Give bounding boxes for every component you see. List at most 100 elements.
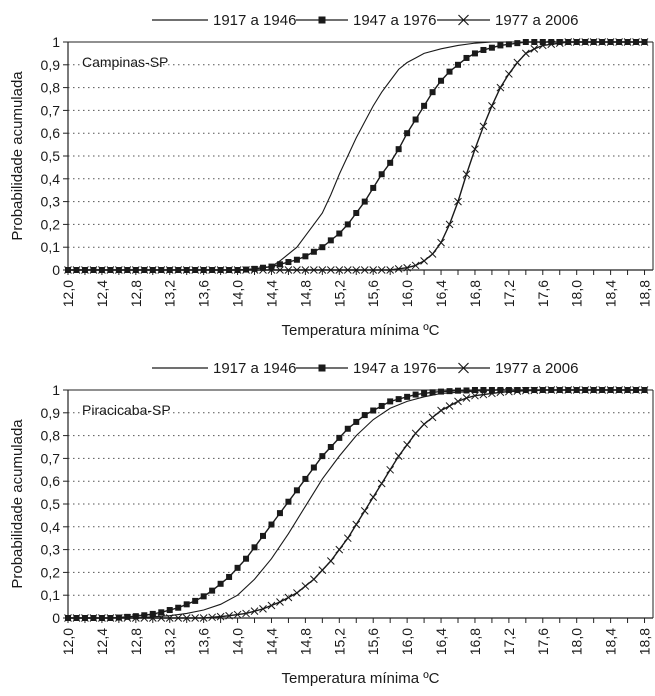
y-tick-label: 0,1 [41,239,61,255]
data-point-x [488,389,496,398]
x-tick-label: 14,8 [297,628,313,655]
data-point-square [412,391,419,398]
data-point-x [64,614,72,622]
data-point-x [301,582,310,590]
data-point-square [327,444,334,450]
x-tick-label: 13,6 [196,628,212,655]
data-point-square [124,613,131,620]
data-point-square [488,387,495,393]
data-point-x [513,58,522,67]
data-point-x [284,593,293,602]
data-point-square [268,263,275,270]
y-tick-label: 0 [52,262,60,278]
legend-square-marker [318,16,326,24]
x-tick-label: 15,2 [331,628,347,655]
y-tick-label: 0,4 [41,171,61,187]
data-point-x [420,420,428,429]
data-point-x [505,70,513,78]
data-point-square [395,146,402,153]
y-tick-label: 0,5 [41,148,61,164]
data-point-x [623,386,632,394]
data-point-x [572,386,581,394]
series-none-group [68,41,653,271]
data-point-square [361,412,368,419]
y-tick-label: 0,7 [41,450,61,466]
y-tick-label: 0,8 [41,428,61,444]
data-point-x [140,266,149,274]
data-point-x [547,40,556,49]
data-point-square [514,387,521,393]
data-point-square [149,610,156,617]
data-point-x [335,266,344,274]
x-tick-label: 15,2 [331,280,347,307]
data-point-x [208,613,216,622]
data-point-square [556,39,563,45]
data-point-square [268,521,275,528]
data-point-square [353,418,360,425]
data-point-square [463,54,470,61]
data-point-x [640,386,649,394]
data-point-x [564,386,573,394]
legend-square-marker [318,364,326,372]
x-tick-label: 16,4 [433,628,449,655]
data-point-square [522,39,529,45]
data-point-x [445,402,454,410]
data-point-x [471,145,479,154]
data-point-x [115,266,123,274]
y-axis-title: Probabilidade acumulada [9,71,26,241]
data-point-x [581,38,590,46]
data-point-x [259,266,267,274]
data-point-x [454,397,462,406]
data-point-square [480,387,487,393]
data-point-x [64,266,72,274]
x-tick-label: 12,4 [94,628,110,655]
data-point-x [326,266,335,274]
data-point-x [72,614,81,622]
data-point-x [310,266,318,274]
data-point-square [539,39,546,45]
data-point-x [454,197,462,206]
data-point-x [131,614,140,622]
data-point-x [191,266,200,274]
data-point-square [243,555,250,562]
data-point-x [115,614,123,622]
data-point-x [606,38,615,46]
data-point-square [158,609,165,616]
data-point-square [310,248,317,255]
data-point-x [250,266,259,274]
data-point-square [488,44,495,51]
data-point-x [89,266,98,274]
location-annotation: Campinas-SP [82,54,168,70]
data-point-x [276,266,284,274]
data-point-x [123,614,132,622]
x-tick-label: 18,4 [603,280,619,307]
data-point-x [157,266,166,274]
legend-label: 1947 a 1976 [353,360,436,377]
data-point-square [175,604,182,611]
y-tick-label: 0,3 [41,542,61,558]
data-point-square [387,159,394,166]
data-point-x [471,391,479,400]
data-point-x [598,386,606,394]
data-point-square [260,532,266,539]
data-point-x [343,534,352,543]
series-line [68,389,653,619]
data-point-x [310,575,318,584]
x-tick-label: 16,0 [399,280,415,307]
data-point-square [166,607,173,614]
y-tick-label: 0,1 [41,587,61,603]
data-point-x [589,38,598,46]
x-tick-label: 18,0 [569,628,585,655]
x-axis-title: Temperatura mínima ºC [281,322,439,339]
data-point-x [352,266,361,274]
data-point-x [615,38,623,46]
data-point-x [343,266,352,274]
data-point-square [497,387,504,393]
data-point-x [191,614,200,622]
data-point-square [344,221,351,228]
data-point-x [555,386,564,394]
data-point-x [623,38,632,46]
series-x-group [64,386,649,622]
data-point-x [106,614,115,622]
data-point-x [174,266,183,274]
